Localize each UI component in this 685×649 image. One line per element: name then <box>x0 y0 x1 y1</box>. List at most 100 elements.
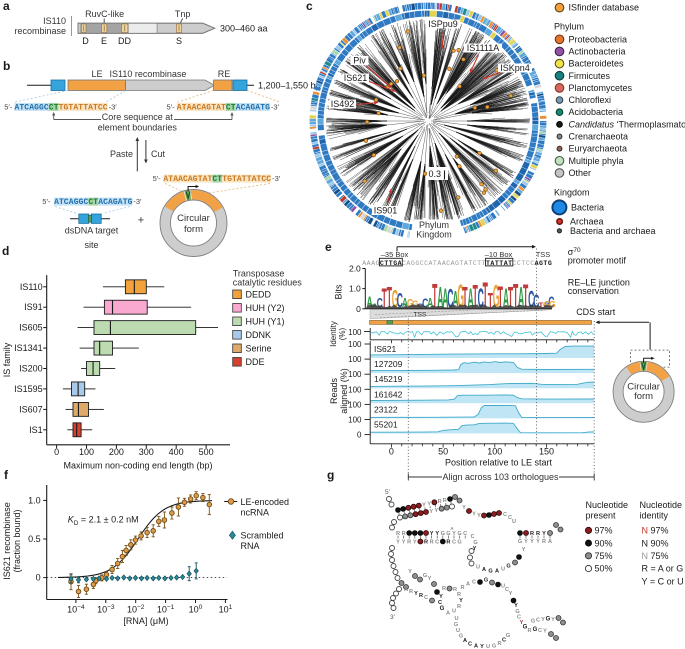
svg-text:Y: Y <box>435 531 439 537</box>
svg-text:Y: Y <box>543 629 547 635</box>
svg-text:T: T <box>460 260 464 267</box>
svg-text:0.3: 0.3 <box>428 169 441 179</box>
svg-text:Y: Y <box>402 540 406 546</box>
svg-text:G: G <box>484 578 488 584</box>
svg-text:C: C <box>503 512 507 518</box>
svg-text:A: A <box>201 103 206 112</box>
svg-text:IS901: IS901 <box>374 206 398 216</box>
svg-text:A: A <box>490 260 494 267</box>
svg-text:A: A <box>404 587 408 593</box>
svg-text:IS607: IS607 <box>19 404 43 414</box>
svg-text:C: C <box>447 285 453 315</box>
svg-text:Core sequence at: Core sequence at <box>102 112 174 122</box>
svg-text:A: A <box>216 103 221 112</box>
svg-text:Euryarchaeota: Euryarchaeota <box>569 144 628 154</box>
svg-text:Reads: Reads <box>329 377 339 404</box>
svg-text:Y: Y <box>462 505 466 511</box>
svg-text:U: U <box>501 567 505 573</box>
svg-text:C: C <box>502 638 506 644</box>
svg-text:A: A <box>163 175 168 184</box>
svg-text:-3′: -3′ <box>109 102 118 111</box>
svg-text:Y: Y <box>428 576 432 582</box>
svg-text:100: 100 <box>487 447 502 457</box>
svg-text:A: A <box>118 198 123 207</box>
svg-text:Piv: Piv <box>353 56 366 66</box>
svg-text:C: C <box>505 587 509 593</box>
svg-text:Y: Y <box>524 539 528 545</box>
svg-text:KD = 2.1 ± 0.2 nM: KD = 2.1 ± 0.2 nM <box>68 515 139 528</box>
svg-text:C: C <box>517 260 521 267</box>
svg-text:aligned (%): aligned (%) <box>339 368 349 414</box>
svg-text:-3′: -3′ <box>272 174 281 183</box>
svg-text:DEDD: DEDD <box>246 289 272 299</box>
svg-text:Crenarchaeota: Crenarchaeota <box>569 132 629 142</box>
svg-text:C: C <box>446 260 450 267</box>
svg-text:+: + <box>138 215 144 227</box>
svg-text:5′-: 5′- <box>153 174 162 183</box>
svg-text:T: T <box>473 279 479 315</box>
svg-text:97%: 97% <box>595 526 613 536</box>
svg-text:Y: Y <box>536 539 540 545</box>
svg-text:D: D <box>82 36 89 46</box>
svg-text:Y: Y <box>459 598 463 604</box>
svg-text:Bacteria: Bacteria <box>571 202 604 212</box>
svg-text:C: C <box>536 618 540 624</box>
svg-text:R: R <box>402 531 406 537</box>
svg-text:0: 0 <box>356 304 361 314</box>
svg-text:IS110: IS110 <box>43 16 66 26</box>
svg-text:Y: Y <box>477 513 481 519</box>
svg-text:C: C <box>88 198 93 207</box>
svg-text:T: T <box>477 260 481 267</box>
svg-text:C: C <box>261 175 266 184</box>
svg-text:A: A <box>468 283 474 314</box>
svg-text:U: U <box>454 616 458 622</box>
svg-text:100: 100 <box>348 385 362 394</box>
svg-text:A: A <box>518 282 524 315</box>
svg-text:Circular: Circular <box>177 213 210 224</box>
svg-text:G: G <box>549 299 556 309</box>
svg-text:T: T <box>486 260 490 267</box>
svg-text:A: A <box>255 103 260 112</box>
svg-text:T: T <box>389 260 393 267</box>
svg-text:G: G <box>488 569 492 575</box>
svg-text:element boundaries: element boundaries <box>98 123 178 133</box>
svg-text:Archaea: Archaea <box>570 217 604 227</box>
svg-text:IS1: IS1 <box>29 425 43 435</box>
svg-text:C: C <box>452 540 456 546</box>
svg-text:C: C <box>438 600 442 606</box>
svg-text:100: 100 <box>348 355 362 364</box>
svg-text:R: R <box>497 641 501 647</box>
svg-text:T: T <box>231 103 236 112</box>
svg-text:100: 100 <box>79 447 94 457</box>
svg-text:0: 0 <box>389 447 394 457</box>
svg-text:G: G <box>79 198 84 207</box>
svg-text:Identity: Identity <box>329 321 338 347</box>
svg-text:Acidobacteria: Acidobacteria <box>569 107 624 117</box>
svg-text:C: C <box>49 103 54 112</box>
svg-text:C: C <box>266 175 271 184</box>
svg-text:HUH (Y1): HUH (Y1) <box>246 316 285 326</box>
svg-text:A: A <box>237 175 242 184</box>
svg-text:RuvC-like: RuvC-like <box>85 9 124 19</box>
svg-text:10−3: 10−3 <box>97 604 115 615</box>
svg-text:A: A <box>446 611 450 617</box>
svg-text:conservation: conservation <box>568 286 619 296</box>
svg-text:-3′: -3′ <box>133 197 142 206</box>
svg-text:f: f <box>4 468 9 482</box>
svg-text:Y: Y <box>520 620 524 626</box>
svg-text:A: A <box>451 260 455 267</box>
svg-text:U: U <box>476 565 480 571</box>
svg-text:100: 100 <box>348 328 362 337</box>
svg-text:C: C <box>226 103 231 112</box>
svg-text:0: 0 <box>36 573 41 583</box>
svg-text:T: T <box>59 198 64 207</box>
svg-text:Y: Y <box>472 512 476 518</box>
svg-text:IS200: IS200 <box>19 364 43 374</box>
svg-text:Nucleotide: Nucleotide <box>586 500 629 510</box>
svg-text:Y: Y <box>514 603 518 609</box>
svg-text:R: R <box>530 531 534 537</box>
svg-text:R: R <box>419 593 423 599</box>
svg-text:recombinase: recombinase <box>14 26 66 36</box>
svg-text:G: G <box>457 531 461 537</box>
svg-text:Multiple phyla: Multiple phyla <box>569 156 624 166</box>
